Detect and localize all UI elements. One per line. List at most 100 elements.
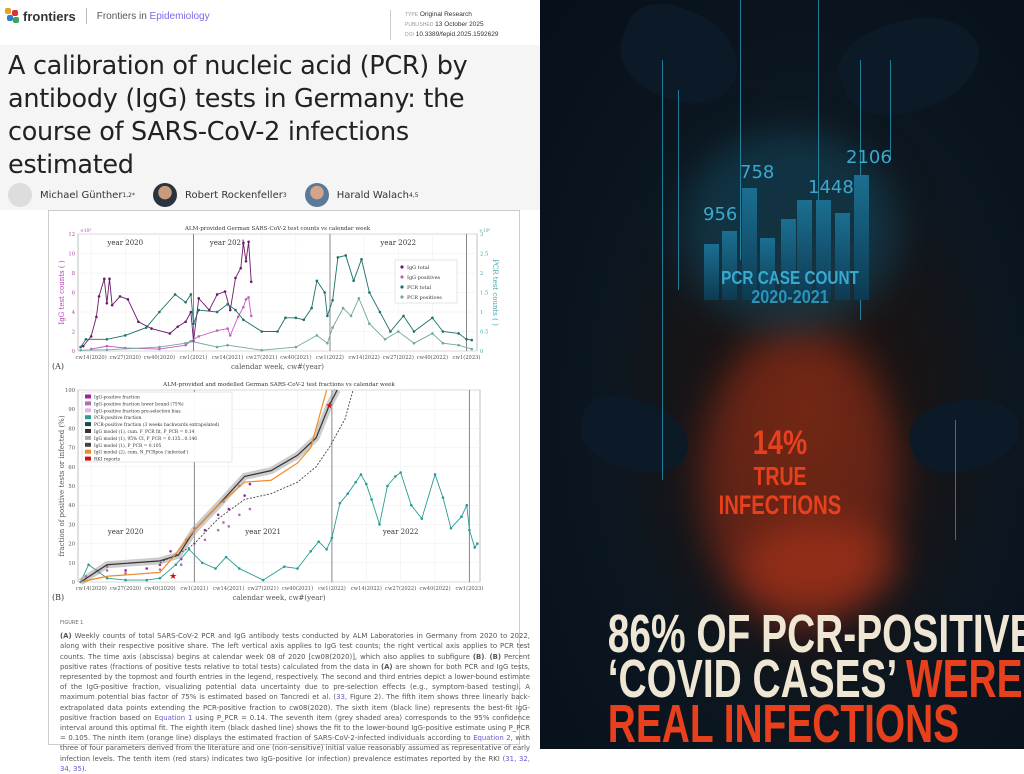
pcr-total-point <box>192 322 195 325</box>
pcr-total-point <box>84 338 88 341</box>
brand-name: frontiers <box>23 8 76 24</box>
pcr-positives-point <box>189 339 193 343</box>
headline-line-2: ‘COVID CASES’ WERE NOT <box>608 652 1024 706</box>
chart-b: cw14(2020) cw27(2020) cw40(2020) cw1(2021) c… <box>52 382 483 602</box>
puppeteer-hand-icon <box>572 386 698 484</box>
caption-link[interactable]: 33 <box>336 693 345 702</box>
author[interactable]: Michael Günther 1,2* <box>8 183 135 207</box>
x-tick-label: cw40(2020) <box>144 585 175 592</box>
poster-bar <box>742 187 757 300</box>
legend-label: PCR positives <box>407 295 442 301</box>
year-label: year 2020 <box>107 528 144 536</box>
doi-link[interactable]: 10.3389/fepid.2025.1592629 <box>415 31 499 38</box>
igg-total-point <box>168 332 172 335</box>
igg-total-point <box>215 293 219 296</box>
caption-segment: Weekly counts of total SARS-CoV-2 PCR an… <box>60 632 530 661</box>
igg-total-point <box>95 315 98 319</box>
x-tick-label: cw40(2021) <box>280 354 311 361</box>
igg-positive-fraction-point <box>243 494 246 497</box>
pcr-positives-point <box>326 341 329 345</box>
igg-positives-point <box>242 305 245 309</box>
legend-label: PCR-positive fraction (3 weeks backwards… <box>94 423 220 428</box>
y-axis-label: IgG test counts ( ) <box>58 260 66 324</box>
igg-positive-fraction-lower-bound-75-point <box>158 568 162 571</box>
y-tick-label: 2 <box>72 330 75 336</box>
igg-positives-point <box>244 298 248 301</box>
x-axis-label: calendar week, cw#(year) <box>232 594 325 602</box>
true-infection-label: TRUE <box>753 461 807 491</box>
legend-marker <box>85 456 91 461</box>
article-meta: TYPE Original Research PUBLISHED 13 Octo… <box>390 10 498 40</box>
igg-total-point <box>108 277 111 281</box>
x-tick-label: cw1(2022) <box>318 585 346 592</box>
caption-link[interactable]: Equation 2 <box>473 734 511 743</box>
legend-marker <box>85 394 91 399</box>
pcr-positive-fraction-line <box>80 471 478 583</box>
author-name: Robert Rockenfeller <box>184 189 283 201</box>
igg-total-point <box>137 320 140 324</box>
pcr-total-point <box>344 254 348 257</box>
poster-bar <box>781 218 796 300</box>
pcr-total-point <box>331 299 334 302</box>
igg-total-point <box>102 277 106 281</box>
x-tick-label: cw40(2022) <box>417 354 448 361</box>
y-tick-label: 10 <box>68 252 75 258</box>
igg-positive-fraction-point <box>248 482 252 486</box>
poster-bar <box>797 200 812 300</box>
author[interactable]: Harald Walach 4,5 <box>304 183 419 207</box>
chart-title: ALM-provided and modelled German SARS-Co… <box>162 382 395 388</box>
caption-segment: , Figure 2). The fifth item shows three … <box>60 693 530 722</box>
pcr-positive-fraction-point <box>325 548 328 551</box>
legend-marker <box>85 429 91 433</box>
y-tick-label: 0 <box>72 349 75 355</box>
y-right-tick-label: 0 <box>480 349 483 355</box>
caption-link[interactable]: Equation 1 <box>154 713 193 722</box>
x-tick-label: cw14(2022) <box>351 585 382 592</box>
article-type: Original Research <box>419 11 472 18</box>
y-tick-label: 80 <box>68 426 75 432</box>
legend-label: IgG total <box>407 265 430 271</box>
pcr-total-point <box>368 291 371 294</box>
puppet-string <box>955 420 956 540</box>
journal-name[interactable]: Frontiers in Epidemiology <box>97 11 210 22</box>
frontiers-logo[interactable]: frontiers Frontiers in Epidemiology <box>5 8 210 24</box>
legend-label: IgG positives <box>407 275 441 281</box>
pcr-positive-fraction-point <box>338 501 342 505</box>
poster-bar <box>704 243 719 300</box>
pcr-positives-point <box>357 297 361 300</box>
pcr-total-point <box>242 318 245 322</box>
igg-positive-fraction-point <box>203 528 207 532</box>
panel-label: (B) <box>52 593 64 602</box>
pcr-positive-fraction-point <box>317 540 320 543</box>
legend-label: IgG-positive fraction <box>94 396 140 401</box>
caption-segment: ). <box>81 764 87 773</box>
caption-segment: (A) <box>60 632 72 641</box>
pcr-positives-point <box>331 326 334 329</box>
author[interactable]: Robert Rockenfeller 3 <box>152 183 287 207</box>
bar-value-label: 758 <box>740 162 775 183</box>
frontiers-logo-icon <box>5 8 19 24</box>
pcr-positive-fraction-point <box>282 565 286 568</box>
pcr-positives-point <box>441 341 445 345</box>
igg-model-2-cum-n-pcrpos-infected-line <box>80 389 328 583</box>
pcr-positives-point <box>431 332 434 335</box>
title-section: A calibration of nucleic acid (PCR) by a… <box>0 45 540 210</box>
igg-positives-point <box>215 329 219 332</box>
x-tick-label: cw14(2022) <box>349 354 380 361</box>
headline-line-3: REAL INFECTIONS <box>607 694 960 749</box>
caption-segment: Percent positive rates (fractions of pos… <box>60 652 530 671</box>
y-tick-label: 60 <box>68 465 75 471</box>
pcr-total-point <box>302 318 306 322</box>
case-count-title: PCR CASE COUNT <box>721 268 859 288</box>
legend-label: PCR-positive fraction <box>94 416 141 421</box>
igg-model-1-cum-f-pcr-fit-p-pcr-0-14-line <box>80 389 338 583</box>
panel-label: (A) <box>52 362 64 371</box>
y-right-tick-label: 2 <box>480 271 483 277</box>
igg-total-point <box>197 297 201 300</box>
legend-marker <box>400 265 404 269</box>
y-right-exponent: ×10⁶ <box>479 228 490 234</box>
puppet-string <box>678 90 679 290</box>
pcr-total-point <box>470 338 474 342</box>
pcr-positive-fraction-point <box>145 578 149 582</box>
pcr-total-point <box>465 338 468 341</box>
